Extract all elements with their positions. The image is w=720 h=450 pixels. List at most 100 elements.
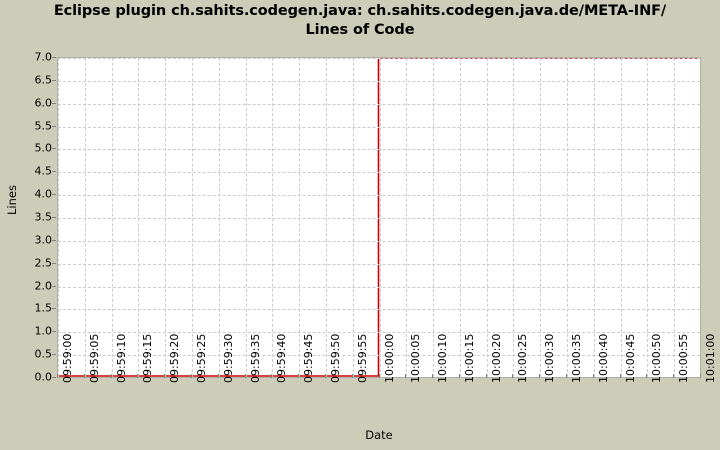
gridline-horizontal xyxy=(58,218,700,219)
y-axis-tick-label: 2.0 xyxy=(34,279,53,293)
gridline-vertical xyxy=(647,58,649,377)
x-axis-tick-mark xyxy=(619,374,621,378)
x-axis-ticks: 09:59:00 09:59:05 09:59:10 09:59:15 09:59:20… xyxy=(57,334,717,431)
gridline-horizontal xyxy=(58,149,700,151)
x-axis-tick-label: 10:00:05 xyxy=(409,333,423,383)
gridline-vertical xyxy=(674,58,676,377)
gridline-vertical xyxy=(111,58,113,377)
x-axis-tick-label: 10:00:40 xyxy=(596,333,610,383)
gridline-vertical xyxy=(406,58,408,377)
x-axis-tick-label: 10:00:25 xyxy=(516,333,530,383)
gridline-horizontal xyxy=(58,58,700,59)
y-axis-tick-mark xyxy=(52,262,56,264)
x-axis-tick-mark xyxy=(57,374,58,378)
x-axis-tick-label: 10:00:15 xyxy=(462,333,476,383)
x-axis-tick-label: 10:00:30 xyxy=(543,333,557,383)
y-axis-ticks: 0.0 0.5 1.0 1.5 2.0 2.5 3.0 3.5 4.0 4.5 5.0 5.5 6.0 6… xyxy=(0,51,56,384)
x-axis-tick-mark xyxy=(485,374,487,378)
x-axis-tick-label: 09:59:35 xyxy=(248,333,262,383)
gridline-horizontal xyxy=(58,103,700,105)
x-axis-tick-mark xyxy=(405,374,407,378)
y-axis-tick-label: 4.0 xyxy=(34,187,53,201)
x-axis-tick-label: 09:59:20 xyxy=(168,333,182,383)
y-axis-tick-label: 4.5 xyxy=(34,164,53,178)
x-axis-tick-mark xyxy=(351,374,353,378)
x-axis-tick-label: 09:59:30 xyxy=(221,333,235,383)
x-axis-tick-mark xyxy=(539,374,541,378)
x-axis-tick-mark xyxy=(190,374,192,378)
y-axis-tick-mark xyxy=(52,125,56,127)
gridline-vertical xyxy=(567,58,569,377)
y-axis-tick-label: 0.5 xyxy=(34,347,53,361)
gridline-horizontal xyxy=(58,240,700,242)
x-axis-tick-label: 10:00:50 xyxy=(650,333,664,383)
y-axis-tick-mark xyxy=(52,308,56,310)
x-axis-tick-label: 10:00:00 xyxy=(382,333,396,383)
gridline-vertical xyxy=(325,58,327,377)
x-axis-tick-mark xyxy=(378,374,380,378)
plot-area xyxy=(57,57,701,378)
gridline-horizontal xyxy=(58,195,700,197)
y-axis-tick-mark xyxy=(52,102,56,104)
x-axis-tick-mark xyxy=(137,374,139,378)
gridline-vertical xyxy=(299,58,301,377)
y-axis-tick-label: 5.0 xyxy=(34,141,53,155)
y-axis-tick-label: 0.0 xyxy=(34,370,53,384)
y-axis-tick-mark xyxy=(52,194,56,196)
gridline-vertical xyxy=(58,58,59,377)
series-line-lines xyxy=(58,58,700,377)
x-axis-tick-mark xyxy=(512,374,514,378)
gridline-horizontal xyxy=(58,80,700,82)
x-axis-tick-label: 09:59:45 xyxy=(302,333,316,383)
gridline-horizontal xyxy=(58,309,700,311)
gridline-vertical xyxy=(272,58,274,377)
gridline-horizontal xyxy=(58,286,700,288)
x-axis-tick-label: 09:59:05 xyxy=(87,333,101,383)
gridline-horizontal xyxy=(58,263,700,265)
x-axis-tick-label: 09:59:55 xyxy=(355,333,369,383)
chart-title-line-2: Lines of Code xyxy=(305,22,415,38)
gridline-horizontal xyxy=(58,355,700,357)
x-axis-tick-label: 10:01:00 xyxy=(704,333,717,383)
x-axis-tick-label: 10:00:20 xyxy=(489,333,503,383)
y-axis-tick-mark xyxy=(52,285,56,287)
x-axis-tick-mark xyxy=(700,374,701,378)
gridline-vertical xyxy=(620,58,622,377)
x-axis-tick-mark xyxy=(298,374,300,378)
x-axis-tick-label: 10:00:45 xyxy=(623,333,637,383)
gridline-vertical xyxy=(245,58,247,377)
y-axis-tick-mark xyxy=(52,377,56,378)
gridline-vertical xyxy=(165,58,167,377)
x-axis-tick-mark xyxy=(458,374,460,378)
gridline-vertical xyxy=(138,58,140,377)
x-axis-tick-label: 09:59:00 xyxy=(61,333,74,383)
x-axis-tick-mark xyxy=(673,374,675,378)
x-axis-tick-mark xyxy=(110,374,112,378)
gridline-vertical xyxy=(191,58,193,377)
y-axis-tick-mark xyxy=(52,239,56,241)
y-axis-tick-mark xyxy=(52,79,56,81)
x-axis-tick-mark xyxy=(271,374,273,378)
x-axis-tick-label: 09:59:10 xyxy=(114,333,128,383)
y-axis-tick-label: 1.5 xyxy=(34,301,53,315)
y-axis-tick-label: 2.5 xyxy=(34,256,53,270)
x-axis-tick-label: 09:59:15 xyxy=(141,333,155,383)
gridline-vertical xyxy=(379,58,381,377)
x-axis-tick-mark xyxy=(646,374,648,378)
x-axis-tick-mark xyxy=(217,374,219,378)
x-axis-tick-mark xyxy=(432,374,434,378)
y-axis-tick-mark xyxy=(52,148,56,150)
x-axis-tick-label: 09:59:40 xyxy=(275,333,289,383)
x-axis-tick-label: 10:00:35 xyxy=(570,333,584,383)
gridline-vertical xyxy=(352,58,354,377)
y-axis-tick-label: 3.0 xyxy=(34,233,53,247)
x-axis-tick-label: 09:59:50 xyxy=(328,333,342,383)
gridline-vertical xyxy=(513,58,515,377)
y-axis-tick-mark xyxy=(52,354,56,356)
y-axis-tick-mark xyxy=(52,171,56,173)
gridline-vertical xyxy=(593,58,595,377)
x-axis-tick-mark xyxy=(244,374,246,378)
gridline-horizontal xyxy=(58,332,700,334)
x-axis-tick-label: 09:59:25 xyxy=(194,333,208,383)
